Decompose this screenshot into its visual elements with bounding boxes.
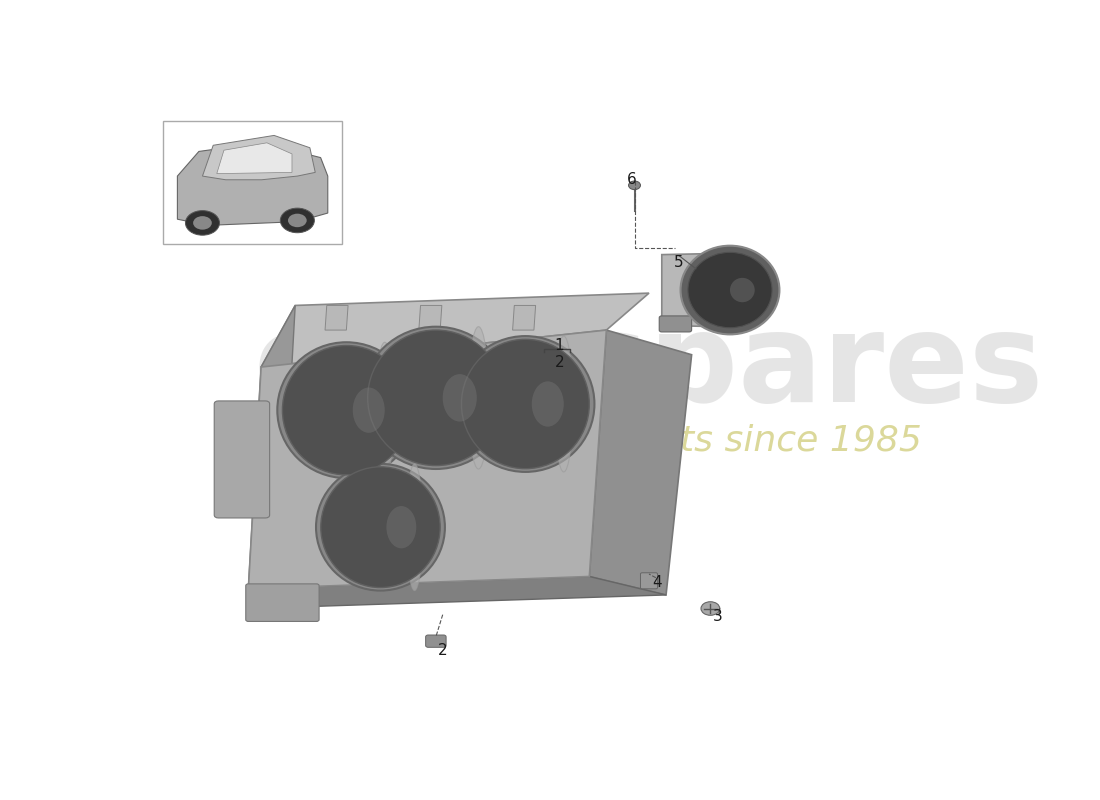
Polygon shape [249,577,666,607]
Polygon shape [590,330,692,595]
Bar [163,121,342,244]
Ellipse shape [462,339,590,469]
Text: 6: 6 [627,172,637,186]
Text: 1: 1 [554,338,564,353]
Ellipse shape [283,346,410,475]
Ellipse shape [469,326,488,469]
Circle shape [628,181,640,190]
Text: eurospares: eurospares [254,306,1044,427]
FancyBboxPatch shape [214,401,270,518]
Ellipse shape [730,278,755,302]
Polygon shape [249,306,295,610]
Ellipse shape [456,336,594,472]
Polygon shape [326,306,348,330]
Ellipse shape [367,330,504,466]
FancyBboxPatch shape [426,635,447,647]
FancyBboxPatch shape [659,316,692,332]
Text: 4: 4 [652,575,662,590]
Ellipse shape [688,252,772,328]
Polygon shape [419,306,442,330]
Polygon shape [177,143,328,226]
Polygon shape [261,293,649,367]
FancyBboxPatch shape [640,573,658,589]
Ellipse shape [362,326,509,469]
FancyBboxPatch shape [245,584,319,622]
Polygon shape [249,330,606,589]
Text: a passion for parts since 1985: a passion for parts since 1985 [376,424,922,458]
Text: 3: 3 [713,609,722,624]
Ellipse shape [375,342,394,478]
Ellipse shape [442,374,476,422]
Circle shape [701,602,719,615]
Circle shape [186,210,220,235]
Ellipse shape [554,336,573,472]
Circle shape [280,208,315,233]
Text: 2: 2 [438,643,448,658]
Ellipse shape [386,506,416,548]
Ellipse shape [681,246,780,334]
Ellipse shape [406,464,422,590]
Text: 5: 5 [674,255,683,270]
Ellipse shape [321,467,440,587]
Circle shape [194,216,212,230]
Ellipse shape [277,342,416,478]
Text: 2: 2 [554,354,564,370]
Circle shape [288,214,307,227]
Polygon shape [513,306,536,330]
Ellipse shape [316,464,444,590]
Polygon shape [662,254,730,327]
Polygon shape [202,135,316,180]
Ellipse shape [531,382,563,426]
Ellipse shape [353,387,385,433]
Polygon shape [217,143,292,174]
